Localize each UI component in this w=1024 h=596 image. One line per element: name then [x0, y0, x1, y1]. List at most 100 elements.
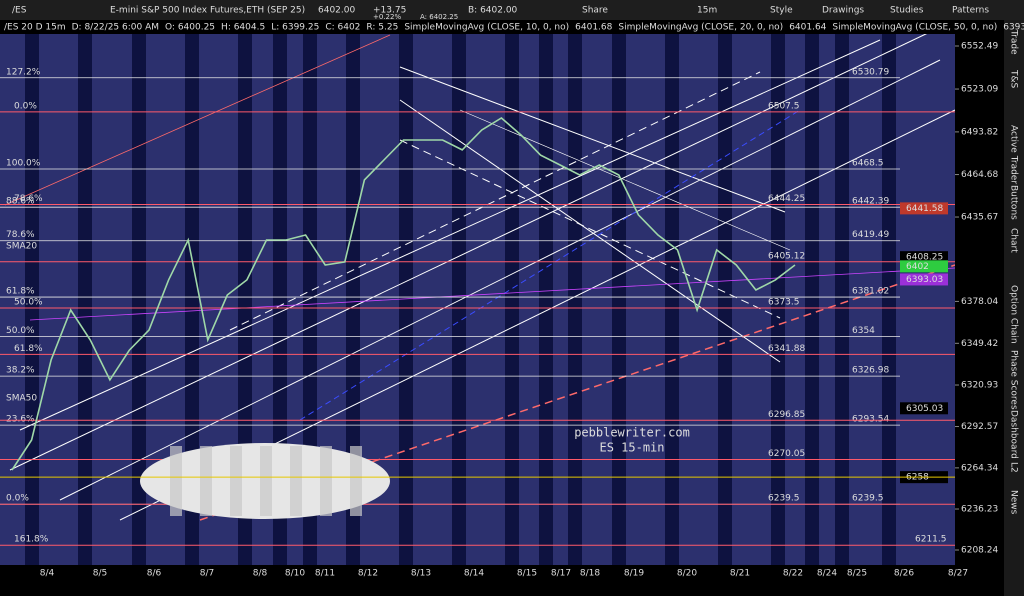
- x-tick-label: 8/26: [894, 569, 914, 579]
- side-tab[interactable]: Active Trader: [1009, 125, 1019, 184]
- fib-label-red: 161.8%: [14, 535, 49, 545]
- session-band: [505, 34, 519, 565]
- fib-label: 38.2%: [6, 366, 35, 376]
- toolbar-patterns[interactable]: Patterns: [952, 6, 989, 16]
- fib-price: 6326.98: [852, 366, 889, 376]
- side-tab[interactable]: News: [1009, 490, 1019, 515]
- y-tick-label: 6236.23: [961, 505, 998, 515]
- x-tick-label: 8/22: [783, 569, 803, 579]
- y-tick-label: 6435.67: [961, 213, 998, 223]
- side-tab[interactable]: Dashboard: [1009, 410, 1019, 459]
- price-badge-label: 6402: [906, 262, 929, 272]
- fib-price: 6468.5: [852, 158, 884, 168]
- fib-price: 6381.02: [852, 287, 889, 297]
- x-tick-label: 8/13: [411, 569, 431, 579]
- session-band: [132, 34, 146, 565]
- trendline: [19, 39, 881, 431]
- session-band: [568, 34, 582, 565]
- fib-price: 6530.79: [852, 67, 889, 77]
- price-badge: [900, 260, 948, 273]
- price-trace: [11, 117, 796, 471]
- ellipse-stripe: [320, 446, 332, 516]
- fib-label: 23.6%: [6, 415, 35, 425]
- y-tick-label: 6208.24: [961, 546, 998, 556]
- session-band: [539, 34, 553, 565]
- session-band: [665, 34, 679, 565]
- price-badge-label: 6305.03: [906, 404, 943, 414]
- side-tab[interactable]: Buttons: [1009, 185, 1019, 220]
- fib-price: 6419.49: [852, 230, 889, 240]
- fib-price-red: 6211.5: [915, 535, 947, 545]
- fib-price-red: 6444.25: [768, 194, 805, 204]
- fib-label-red: 0.0%: [14, 101, 37, 111]
- toolbar-last: 6402.00: [318, 6, 355, 16]
- fib-label-red: 78.6%: [14, 194, 43, 204]
- trendline: [9, 31, 931, 471]
- fib-label: 127.2%: [6, 67, 41, 77]
- x-tick-label: 8/17: [551, 569, 571, 579]
- session-band: [273, 34, 287, 565]
- side-tab[interactable]: T&S: [1009, 69, 1019, 89]
- x-tick-label: 8/6: [147, 569, 162, 579]
- side-tab[interactable]: Trade: [1009, 29, 1019, 55]
- toolbar-interval[interactable]: 15m: [697, 6, 717, 16]
- trendline: [229, 71, 761, 331]
- price-badge-label: 6441.58: [906, 204, 943, 214]
- study-text: C: 6402: [325, 23, 360, 33]
- study-text: SimpleMovingAvg (CLOSE, 10, 0, no): [404, 23, 569, 33]
- price-axis: [955, 20, 1004, 596]
- ellipse-stripe: [200, 446, 212, 516]
- y-tick-label: 6320.93: [961, 381, 998, 391]
- trendline: [299, 109, 801, 421]
- trendline: [399, 139, 781, 319]
- x-tick-label: 8/24: [817, 569, 837, 579]
- study-text: L: 6399.25: [271, 23, 319, 33]
- y-tick-label: 6493.82: [961, 127, 998, 137]
- ellipse-stripe: [170, 446, 182, 516]
- toolbar-style[interactable]: Style: [770, 6, 793, 16]
- session-band: [612, 34, 626, 565]
- session-band: [452, 34, 466, 565]
- price-badge: [900, 402, 948, 415]
- y-tick-label: 6464.68: [961, 170, 998, 180]
- fib-price: 6442.39: [852, 197, 889, 207]
- ellipse-stripe: [230, 446, 242, 516]
- fib-label-red: 61.8%: [14, 344, 43, 354]
- toolbar: [0, 0, 1024, 20]
- sma50-label: SMA50: [6, 394, 37, 404]
- fib-label: 88.6%: [6, 197, 35, 207]
- session-band: [718, 34, 732, 565]
- price-badge-label: 6393.03: [906, 275, 943, 285]
- study-text: 6401.64: [789, 23, 826, 33]
- toolbar-change: +13.75: [373, 6, 406, 16]
- toolbar-studies[interactable]: Studies: [890, 6, 924, 16]
- session-band: [805, 34, 819, 565]
- y-tick-label: 6292.57: [961, 422, 998, 432]
- toolbar-drawings[interactable]: Drawings: [822, 6, 864, 16]
- fib-label: 61.8%: [6, 287, 35, 297]
- study-bar: [0, 20, 955, 34]
- study-text: SimpleMovingAvg (CLOSE, 20, 0, no): [618, 23, 783, 33]
- y-tick-label: 6378.04: [961, 297, 998, 307]
- toolbar-description: E-mini S&P 500 Index Futures,ETH (SEP 25…: [110, 6, 305, 16]
- session-band: [346, 34, 360, 565]
- trendline: [59, 59, 941, 501]
- side-tab[interactable]: Chart: [1009, 228, 1019, 253]
- study-text: /ES 20 D 15m: [4, 23, 66, 33]
- y-tick-label: 6264.34: [961, 463, 998, 473]
- fib-price: 6293.54: [852, 415, 889, 425]
- side-tab[interactable]: Option Chain: [1009, 285, 1019, 344]
- side-tab[interactable]: L2: [1009, 462, 1019, 473]
- study-text: 6401.68: [575, 23, 612, 33]
- price-badge: [900, 273, 948, 286]
- side-tab[interactable]: Phase Scores: [1009, 350, 1019, 410]
- trendline: [4, 34, 391, 206]
- toolbar-share[interactable]: Share: [582, 6, 608, 16]
- x-tick-label: 8/20: [677, 569, 697, 579]
- study-text: H: 6404.5: [221, 23, 265, 33]
- session-band: [303, 34, 317, 565]
- fib-price: 6239.5: [852, 494, 884, 504]
- trendline: [459, 109, 791, 251]
- fib-price-red: 6296.85: [768, 410, 805, 420]
- session-band: [835, 34, 849, 565]
